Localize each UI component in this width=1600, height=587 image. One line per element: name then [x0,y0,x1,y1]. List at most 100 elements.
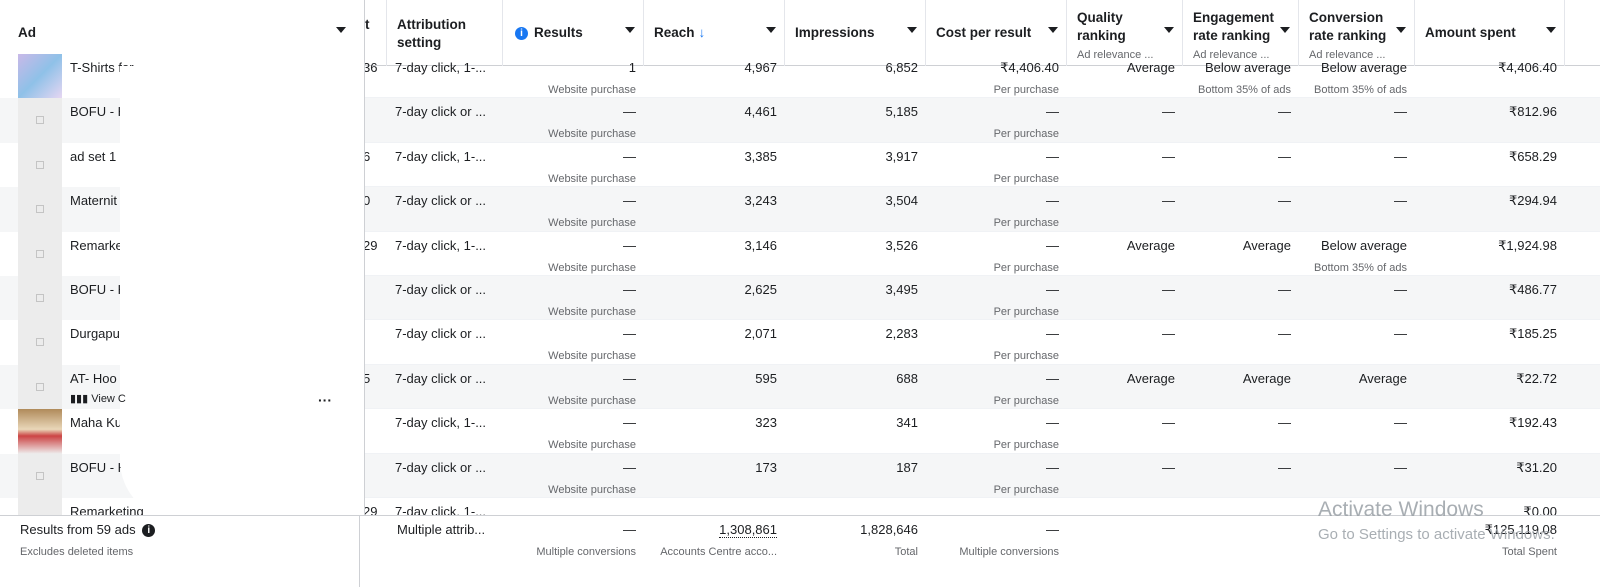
cell-cpr: ₹4,406.40 Per purchase [926,54,1067,98]
cell-t: 5 [355,365,387,409]
column-header-cost-per-result[interactable]: Cost per result [926,0,1067,66]
chevron-down-icon[interactable] [1546,27,1556,33]
column-header-engagement[interactable]: Engagement rate ranking Ad relevance ... [1183,0,1299,66]
chevron-down-icon[interactable] [625,27,635,33]
cell-amount-value: ₹486.77 [1508,282,1557,297]
cell-results-sub: Website purchase [548,261,636,274]
summary-impressions-sub: Total [894,546,918,558]
ad-thumbnail[interactable] [18,54,62,99]
cell-results-value: — [623,370,636,386]
redaction-area [120,66,310,520]
cell-t: 29 [355,232,387,276]
table-row[interactable]: 7-day click or ... — Website purchase 2,071… [0,320,1600,365]
cell-cpr-value: — [1046,193,1059,209]
cell-quality-value: Average [1126,370,1175,386]
more-options-button[interactable]: ··· [318,392,332,408]
cell-impressions-value: 6,852 [885,60,918,75]
cell-impressions-value: 3,917 [885,148,918,164]
ad-thumbnail[interactable] [18,187,62,232]
table-row[interactable]: 29 7-day click, 1-... — Website purchase 3,1… [0,232,1600,276]
summary-reach-value[interactable]: 1,308,861 [719,522,777,538]
cell-quality: — [1067,454,1183,498]
cell-t: 36 [355,54,387,98]
redaction-area [286,66,364,520]
cell-quality: Average [1067,232,1183,276]
info-icon[interactable]: i [142,524,156,537]
column-header-results[interactable]: i Results [503,0,644,66]
chevron-down-icon[interactable] [1048,27,1058,33]
cell-impressions-value: 187 [896,459,918,475]
ad-name[interactable]: BOFU - H [70,459,128,475]
ad-name[interactable]: Maha Ku [70,415,123,431]
cell-impressions-value: 341 [896,415,918,431]
ad-name[interactable]: BOFU - H [70,282,128,297]
summary-impressions: 1,828,646 Total [785,516,926,587]
cell-cpr-sub: Per purchase [993,172,1059,185]
chevron-down-icon[interactable] [1164,27,1174,33]
ad-thumbnail[interactable] [18,320,62,365]
cell-impressions: 3,526 [785,232,926,276]
cell-impressions-value: 5,185 [885,104,918,120]
header-attribution-label: Attribution setting [397,17,466,50]
cell-engagement: — [1183,276,1299,320]
cell-results-value: — [623,237,636,253]
cell-reach-value: 323 [755,415,777,431]
cell-results-value: 1 [628,60,636,75]
ad-thumbnail[interactable] [18,98,62,143]
chevron-down-icon[interactable] [1396,27,1406,33]
ad-name[interactable]: AT- Hoo [70,370,117,386]
image-placeholder-icon [36,294,44,302]
ad-thumbnail[interactable] [18,276,62,321]
cell-cpr-value: — [1046,459,1059,475]
column-header-amount[interactable]: Amount spent [1415,0,1565,66]
cell-attr: 7-day click or ... [387,454,503,498]
chevron-down-icon[interactable] [1280,27,1290,33]
ad-thumbnail[interactable] [18,231,62,276]
cell-quality: — [1067,98,1183,142]
ad-thumbnail[interactable] [18,364,62,410]
column-header-reach[interactable]: Reach ↓ [644,0,785,66]
column-header-conversion[interactable]: Conversion rate ranking Ad relevance ... [1299,0,1415,66]
ad-name[interactable]: ad set 1 [70,148,117,164]
column-header-attribution[interactable]: Attribution setting [387,0,503,66]
column-header-impressions[interactable]: Impressions [785,0,926,66]
chevron-down-icon[interactable] [907,27,917,33]
table-row[interactable]: 6 7-day click, 1-... — Website purchase 3,38… [0,143,1600,188]
column-header-quality[interactable]: Quality ranking Ad relevance ... [1067,0,1183,66]
cell-impressions: 3,917 [785,143,926,187]
summary-results: — Multiple conversions [503,516,644,587]
cell-engagement: — [1183,187,1299,231]
cell-cpr-value: — [1046,415,1059,431]
ad-thumbnail[interactable] [18,409,62,454]
ad-name[interactable]: T-Shirts for [70,60,134,75]
cell-cpr-value: — [1046,282,1059,297]
cell-attr: 7-day click, 1-... [387,143,503,187]
cell-results: — Website purchase [503,320,644,364]
ad-thumbnail[interactable] [18,453,62,498]
table-row[interactable]: 7-day click, 1-... — Website purchase 323 34… [0,409,1600,454]
cell-conversion-value: — [1394,193,1407,209]
cell-conversion-value: — [1394,148,1407,164]
ad-name[interactable]: Remarke [70,237,123,253]
table-row[interactable]: 36 7-day click, 1-... 1 Website purchase 4,9… [0,54,1600,99]
cell-reach: 4,461 [644,98,785,142]
cell-impressions: 3,504 [785,187,926,231]
summary-label: Results from 59 ads [20,522,136,537]
header-quality-sub: Ad relevance ... [1077,49,1154,61]
cell-results-sub: Website purchase [548,128,636,141]
ad-name[interactable]: Maternit [70,193,117,209]
cell-engagement-value: Average [1242,237,1291,253]
cell-engagement: — [1183,454,1299,498]
cell-cpr-value: — [1046,148,1059,164]
view-charts-link[interactable]: ▮▮▮ View C [70,392,126,405]
ad-name[interactable]: Durgapu [70,326,120,342]
cell-amount: ₹192.43 [1415,409,1565,453]
sort-arrow-icon[interactable]: ↓ [698,25,706,40]
chevron-down-icon[interactable] [766,27,776,33]
info-icon[interactable]: i [515,27,528,40]
column-header-t[interactable]: t [355,0,387,66]
ad-name[interactable]: BOFU - H [70,104,128,120]
ad-thumbnail[interactable] [18,142,62,188]
chevron-down-icon[interactable] [336,27,346,33]
cell-amount-value: ₹812.96 [1508,104,1557,120]
